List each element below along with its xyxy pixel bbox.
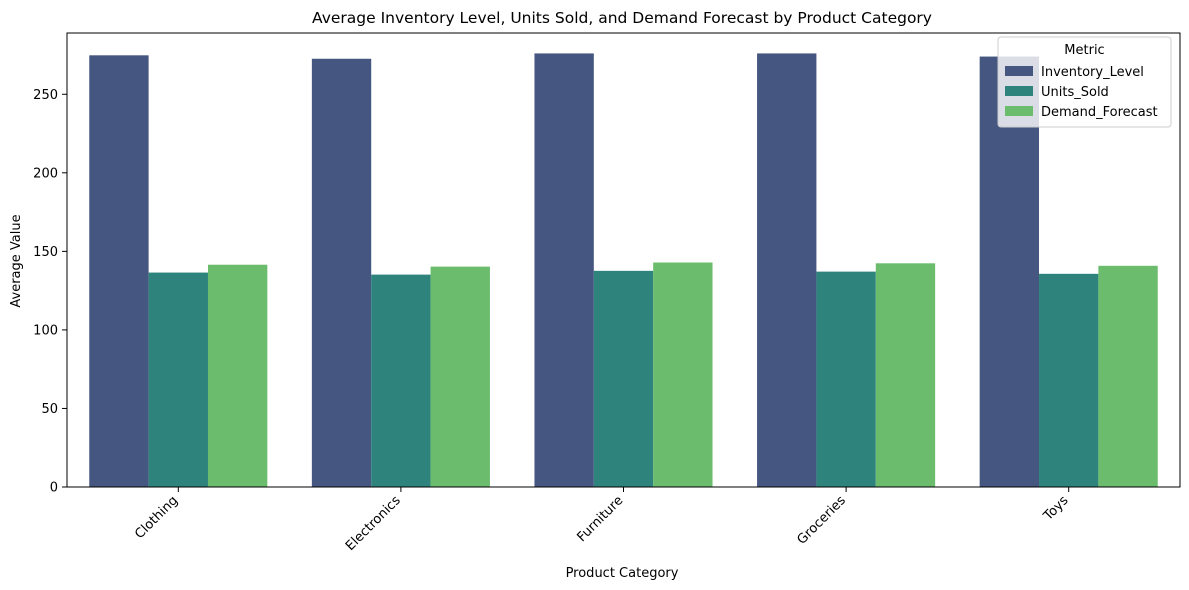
bar-inventory-level-electronics: [311, 58, 372, 487]
y-tick-label: 200: [33, 166, 58, 181]
legend-swatch-units-sold: [1005, 86, 1033, 96]
y-tick-label: 150: [33, 245, 58, 260]
chart-title: Average Inventory Level, Units Sold, and…: [312, 9, 932, 27]
bar-units-sold-groceries: [816, 271, 876, 487]
legend-label-inventory-level: Inventory_Level: [1041, 65, 1144, 80]
bar-inventory-level-groceries: [757, 53, 817, 488]
bar-demand-forecast-furniture: [653, 262, 713, 487]
legend-label-units-sold: Units_Sold: [1041, 85, 1109, 100]
x-tick-label-toys: Toys: [1040, 493, 1071, 524]
y-tick-label: 100: [33, 323, 58, 338]
bar-demand-forecast-groceries: [875, 263, 936, 487]
y-tick-label: 50: [41, 402, 58, 417]
x-axis-label: Product Category: [566, 566, 679, 581]
x-tick-label-clothing: Clothing: [132, 493, 181, 542]
bar-units-sold-furniture: [593, 270, 654, 487]
legend-label-demand-forecast: Demand_Forecast: [1041, 105, 1158, 120]
bar-inventory-level-furniture: [534, 53, 594, 488]
legend-box: [997, 36, 1172, 128]
y-axis-label: Average Value: [9, 214, 24, 307]
bar-demand-forecast-electronics: [430, 266, 490, 487]
legend-title: Metric: [1064, 43, 1104, 58]
legend-swatch-inventory-level: [1005, 66, 1033, 76]
x-tick-label-electronics: Electronics: [343, 493, 404, 554]
bar-units-sold-clothing: [148, 272, 208, 487]
bar-inventory-level-clothing: [89, 55, 149, 488]
bar-units-sold-electronics: [371, 274, 431, 487]
x-tick-label-groceries: Groceries: [795, 493, 850, 548]
legend: Metric Inventory_Level Units_Sold Demand_Fo…: [997, 36, 1172, 128]
bar-demand-forecast-toys: [1098, 265, 1158, 487]
legend-swatch-demand-forecast: [1005, 106, 1033, 116]
x-tick-label-furniture: Furniture: [574, 493, 626, 545]
bars-layer: [89, 53, 1158, 488]
y-tick-label: 0: [50, 481, 58, 496]
bar-demand-forecast-clothing: [207, 264, 268, 487]
y-tick-label: 250: [33, 88, 58, 103]
bar-units-sold-toys: [1039, 273, 1099, 487]
bar-inventory-level-toys: [979, 56, 1040, 488]
